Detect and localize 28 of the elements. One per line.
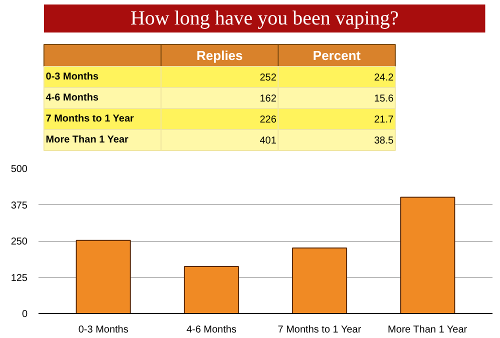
data-label: 15.6 [374,94,394,104]
y-tick-label: 0 [22,309,28,320]
category-label: More Than 1 Year [46,134,128,146]
y-tick-label: 500 [10,164,28,175]
category-label: 7 Months to 1 Year [46,114,134,124]
data-label: 38.5 [374,136,394,146]
data-label: 226 [260,114,277,126]
data-label: 24.2 [374,72,394,84]
data-label: 21.7 [374,114,394,126]
y-tick-label: 125 [10,272,28,284]
bar [400,196,456,314]
series-label: Percent [312,48,362,63]
data-label: 162 [260,94,277,104]
bar [292,247,348,314]
data-label: 401 [260,136,277,146]
y-tick-label: 250 [10,236,28,248]
x-tick-label: 0-3 Months [78,324,128,336]
category-label: 4-6 Months [46,92,99,104]
x-tick-label: More Than 1 Year [388,324,468,336]
bar [184,266,239,314]
x-tick-label: 4-6 Months [186,324,236,336]
data-label: 252 [260,72,277,84]
text: How long have you been vaping? [130,8,399,30]
y-tick-label: 375 [10,200,28,212]
category-label: 0-3 Months [46,72,99,82]
bar [76,240,131,314]
series-label: Replies [196,48,243,63]
x-tick-label: 7 Months to 1 Year [278,324,362,336]
